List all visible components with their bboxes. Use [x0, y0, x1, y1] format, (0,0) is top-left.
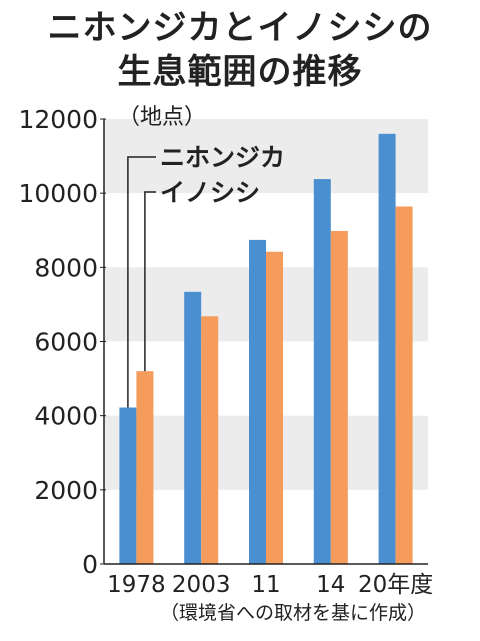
- legend-label: ニホンジカ: [160, 143, 285, 172]
- grid-band: [104, 119, 428, 194]
- legend-connector: [144, 191, 156, 372]
- y-tick-label: 2000: [34, 476, 98, 505]
- bar-inoshishi: [201, 316, 219, 564]
- bar-shika: [313, 179, 331, 564]
- y-axis-unit: （地点）: [118, 105, 206, 130]
- y-tick-label: 4000: [34, 402, 98, 431]
- y-tick-label: 0: [82, 550, 98, 579]
- y-tick-label: 12000: [18, 105, 98, 134]
- bar-shika: [249, 239, 266, 564]
- bar-inoshishi: [136, 371, 154, 564]
- y-tick-label: 10000: [18, 179, 98, 208]
- y-tick-label: 8000: [34, 253, 98, 282]
- bar-shika: [184, 291, 202, 564]
- bar-shika: [119, 407, 137, 564]
- chart-title-line1: ニホンジカとイノシシの: [47, 8, 433, 48]
- x-tick-label: 11: [251, 572, 280, 598]
- y-tick-label: 6000: [34, 328, 98, 357]
- legend-connector: [127, 156, 156, 408]
- x-tick-label: 1978: [107, 572, 166, 598]
- bar-inoshishi: [266, 251, 283, 564]
- x-tick-label: 2003: [172, 572, 231, 598]
- bar-inoshishi: [330, 230, 348, 564]
- x-tick-label: 14: [316, 572, 345, 598]
- source-note: （環境省への取材を基に作成）: [160, 602, 427, 624]
- bar-shika: [378, 133, 396, 565]
- x-tick-label: 20年度: [358, 572, 433, 598]
- chart-title-line2: 生息範囲の推移: [117, 52, 363, 92]
- legend-label: イノシシ: [160, 178, 260, 207]
- bar-inoshishi: [395, 206, 413, 564]
